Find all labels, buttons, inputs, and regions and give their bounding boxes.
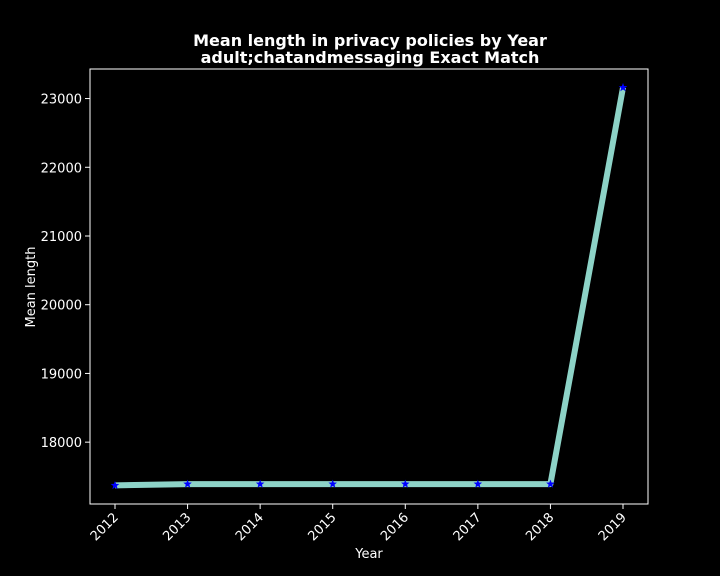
data-point-marker <box>183 479 192 488</box>
y-tick-label: 21000 <box>41 230 82 245</box>
y-tick-label: 22000 <box>41 161 82 176</box>
chart-subtitle: adult;chatandmessaging Exact Match <box>201 48 540 67</box>
y-tick-label: 20000 <box>41 299 82 314</box>
x-axis: 2012 2013 2014 2015 2016 2017 2018 2019 <box>88 504 630 544</box>
x-tick-label: 2013 <box>160 510 194 544</box>
x-tick-label: 2019 <box>596 510 630 544</box>
data-point-marker <box>401 479 410 488</box>
x-tick-label: 2014 <box>233 510 267 544</box>
x-axis-label: Year <box>354 547 383 562</box>
data-point-marker <box>328 479 337 488</box>
plot-area <box>89 68 649 505</box>
data-point-marker <box>546 479 555 488</box>
series-line <box>114 87 626 489</box>
x-tick-label: 2012 <box>88 510 122 544</box>
chart-title: Mean length in privacy policies by Year <box>193 31 547 50</box>
y-axis-label: Mean length <box>24 247 39 328</box>
y-axis: 18000 19000 20000 21000 22000 23000 <box>41 93 90 451</box>
data-point-marker <box>618 83 628 92</box>
data-point-marker <box>255 479 265 488</box>
y-tick-label: 23000 <box>41 93 82 108</box>
y-tick-label: 18000 <box>41 436 82 451</box>
x-tick-label: 2016 <box>378 510 412 544</box>
x-tick-label: 2015 <box>306 510 340 544</box>
data-point-marker <box>110 480 120 490</box>
x-tick-label: 2018 <box>523 510 557 544</box>
x-tick-label: 2017 <box>451 510 485 544</box>
data-point-marker <box>473 479 483 488</box>
series-group <box>110 83 628 490</box>
y-tick-label: 19000 <box>41 367 82 382</box>
